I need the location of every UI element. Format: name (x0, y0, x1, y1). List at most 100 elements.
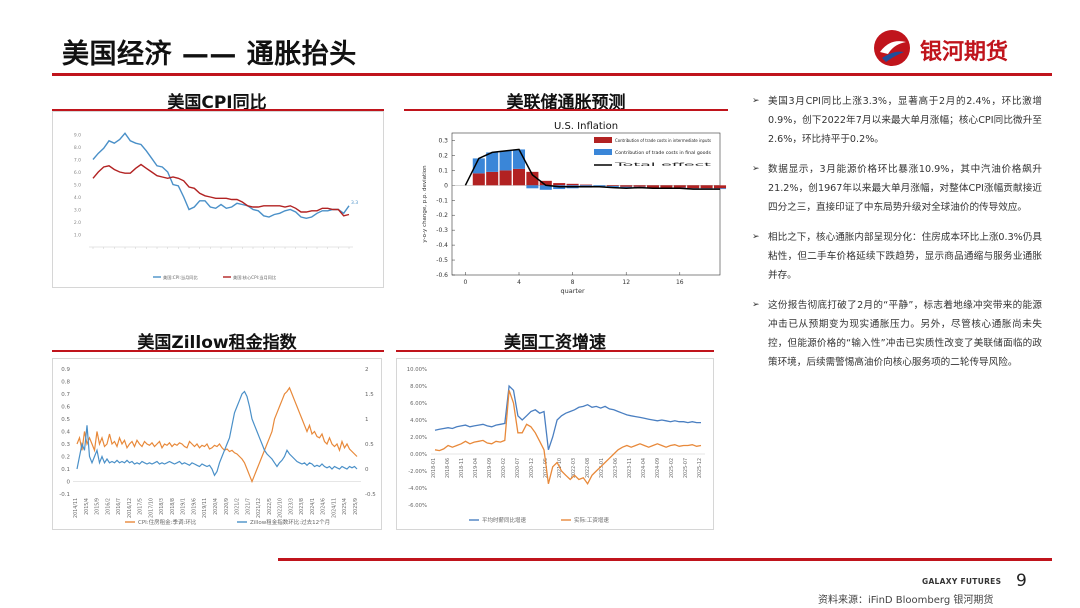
fed-x-axis-label: quarter (561, 287, 585, 295)
wage-ytick-label: 8.00% (410, 384, 427, 390)
fed-ytick-label: 0.3 (438, 137, 448, 144)
zillow-left-ytick: 0.5 (61, 417, 70, 423)
zillow-right-ytick: 0.5 (365, 442, 374, 448)
zillow-left-ytick: 0.1 (61, 467, 70, 473)
fed-bar-intermediate (566, 183, 579, 186)
fed-ytick-label: 0 (444, 182, 448, 189)
zillow-xtick-label: 2019/6 (191, 498, 197, 515)
fed-ytick-label: -0.6 (436, 272, 448, 279)
zillow-xtick-label: 2024/6 (321, 498, 327, 515)
fed-bar-intermediate (486, 171, 499, 186)
source-note: 资料来源：iFinD Bloomberg 银河期货 (818, 595, 994, 606)
logo: 银河期货 (872, 28, 1032, 68)
fed-bar-intermediate (526, 171, 539, 186)
zillow-left-ytick: 0.3 (61, 442, 70, 448)
arrow-bullet-icon: ➢ (752, 232, 760, 242)
zillow-xtick-label: 2024/11 (331, 498, 337, 518)
wage-xtick-label: 2023-01 (599, 458, 605, 478)
fed-bar-final (526, 185, 539, 189)
wage-ytick-label: 4.00% (410, 418, 427, 424)
wage-xtick-label: 2019-04 (473, 458, 479, 478)
fed-plot-title: U.S. Inflation (554, 121, 618, 132)
fed-xtick-label: 16 (676, 279, 684, 286)
wage-xtick-label: 2025-12 (697, 458, 703, 478)
fed-title-underline (404, 109, 728, 111)
zillow-right-ytick: 2 (365, 367, 369, 373)
wage-ytick-label: -6.00% (408, 503, 427, 509)
zillow-left-ytick: 0.4 (61, 430, 70, 436)
fed-bar-intermediate (700, 185, 713, 189)
fed-ytick-label: -0.3 (436, 227, 448, 234)
commentary: ➢ 美国3月CPI同比上涨3.3%，显著高于2月的2.4%，环比激增0.9%，创下… (752, 92, 1042, 383)
cpi-chart-title: 美国CPI同比 (167, 93, 267, 113)
fed-bar-final (472, 158, 485, 174)
zillow-legend-label: Zillow租金指数环比:过去12个月 (250, 518, 330, 526)
zillow-legend-label: CPI:住房租金:季调:环比 (138, 518, 197, 526)
arrow-bullet-icon: ➢ (752, 164, 760, 174)
fed-total-effect-line (464, 148, 720, 190)
wage-ytick-label: 10.00% (407, 367, 427, 373)
cpi-series-line-2 (92, 163, 350, 217)
wage-xtick-label: 2020-07 (515, 458, 521, 478)
bullet-3: ➢ 相比之下，核心通胀内部呈现分化：住房成本环比上涨0.3%仍具粘性，但二手车价格… (752, 228, 1042, 285)
cpi-title-underline (52, 109, 384, 111)
fed-bar-intermediate (472, 173, 485, 186)
fed-ytick-label: -0.2 (436, 212, 448, 219)
fed-legend-label: Total effect (611, 162, 711, 168)
zillow-xtick-label: 2021/2 (235, 498, 241, 515)
fed-legend-label: Contribution of trade costs in intermedi… (615, 138, 712, 144)
zillow-xtick-label: 2018/8 (170, 498, 176, 515)
fed-bar-intermediate (499, 170, 512, 186)
wage-xtick-label: 2018-11 (459, 458, 465, 478)
wage-xtick-label: 2020-12 (529, 458, 535, 478)
fed-bar-intermediate (606, 185, 619, 187)
page-title: 美国经济 —— 通胀抬头 (62, 39, 357, 70)
zillow-series-line-2 (76, 390, 358, 477)
zillow-chart-panel: -0.1 0 0.1 0.2 0.3 0.4 0.5 0.6 0.7 0.8 0.9 -0.5 0 0.5… (52, 358, 382, 530)
zillow-xtick-label: 2023/8 (299, 498, 305, 515)
footer-divider (278, 558, 1052, 561)
cpi-ytick-label: 2.0 (74, 220, 81, 226)
fed-bar-intermediate (539, 180, 552, 186)
wage-xtick-label: 2018-01 (431, 458, 437, 478)
fed-bar-intermediate (579, 184, 593, 186)
cpi-ytick-label: 9.0 (74, 133, 81, 139)
cpi-legend-label: 美国:核心CPI:当月同比 (233, 274, 276, 281)
wage-xtick-label: 2024-09 (655, 458, 661, 478)
bullet-1: ➢ 美国3月CPI同比上涨3.3%，显著高于2月的2.4%，环比激增0.9%，创下… (752, 92, 1042, 149)
zillow-right-ytick: 1 (365, 417, 369, 423)
fed-bar-intermediate (620, 185, 633, 187)
zillow-xtick-label: 2016/2 (105, 498, 111, 515)
zillow-xtick-label: 2015/4 (84, 498, 90, 515)
fed-chart-title: 美联储通胀预测 (506, 93, 626, 113)
cpi-legend-label: 美国:CPI:当月同比 (163, 274, 198, 281)
zillow-xtick-label: 2016/7 (116, 498, 122, 515)
wage-xtick-label: 2025-02 (669, 458, 675, 478)
zillow-xtick-label: 2025/9 (353, 498, 359, 515)
cpi-ytick-label: 4.0 (74, 195, 81, 201)
arrow-bullet-icon: ➢ (752, 300, 760, 310)
fed-ytick-label: -0.4 (436, 242, 448, 249)
cpi-chart: 1.0 2.0 3.0 4.0 5.0 6.0 7.0 8.0 9.0 3.3 美国:CPI:当月同… (74, 132, 358, 281)
zillow-chart-title: 美国Zillow租金指数 (137, 333, 297, 353)
bullet-4: ➢ 这份报告彻底打破了2月的“平静”，标志着地缘冲突带来的能源冲击已从预期变为现实… (752, 296, 1042, 372)
wage-chart: -6.00% -4.00% -2.00% 0.00% 2.00% 4.00% 6.00% 8.… (407, 367, 705, 524)
zillow-xtick-label: 2025/4 (342, 498, 348, 515)
fed-bar-final (499, 150, 512, 171)
fed-bar-intermediate (673, 185, 686, 188)
wage-chart-panel: -6.00% -4.00% -2.00% 0.00% 2.00% 4.00% 6.00% 8.… (396, 358, 714, 530)
fed-plot-frame (451, 132, 721, 276)
zillow-left-ytick: 0.7 (61, 392, 70, 398)
fed-bar-final (512, 149, 526, 169)
wage-series-line-2 (434, 390, 702, 486)
wage-xtick-label: 2025-07 (683, 458, 689, 478)
wage-ytick-label: 2.00% (410, 435, 427, 441)
zillow-xtick-label: 2020/4 (213, 498, 219, 515)
zillow-right-ytick: -0.5 (365, 492, 376, 498)
fed-bar-intermediate (553, 183, 566, 186)
cpi-chart-panel: 1.0 2.0 3.0 4.0 5.0 6.0 7.0 8.0 9.0 3.3 美国:CPI:当月同… (52, 111, 384, 288)
zillow-xtick-label: 2024/1 (310, 498, 316, 515)
fed-bar-intermediate (660, 185, 673, 188)
wage-xtick-label: 2023-11 (627, 458, 633, 478)
zillow-xtick-label: 2014/11 (73, 498, 79, 518)
